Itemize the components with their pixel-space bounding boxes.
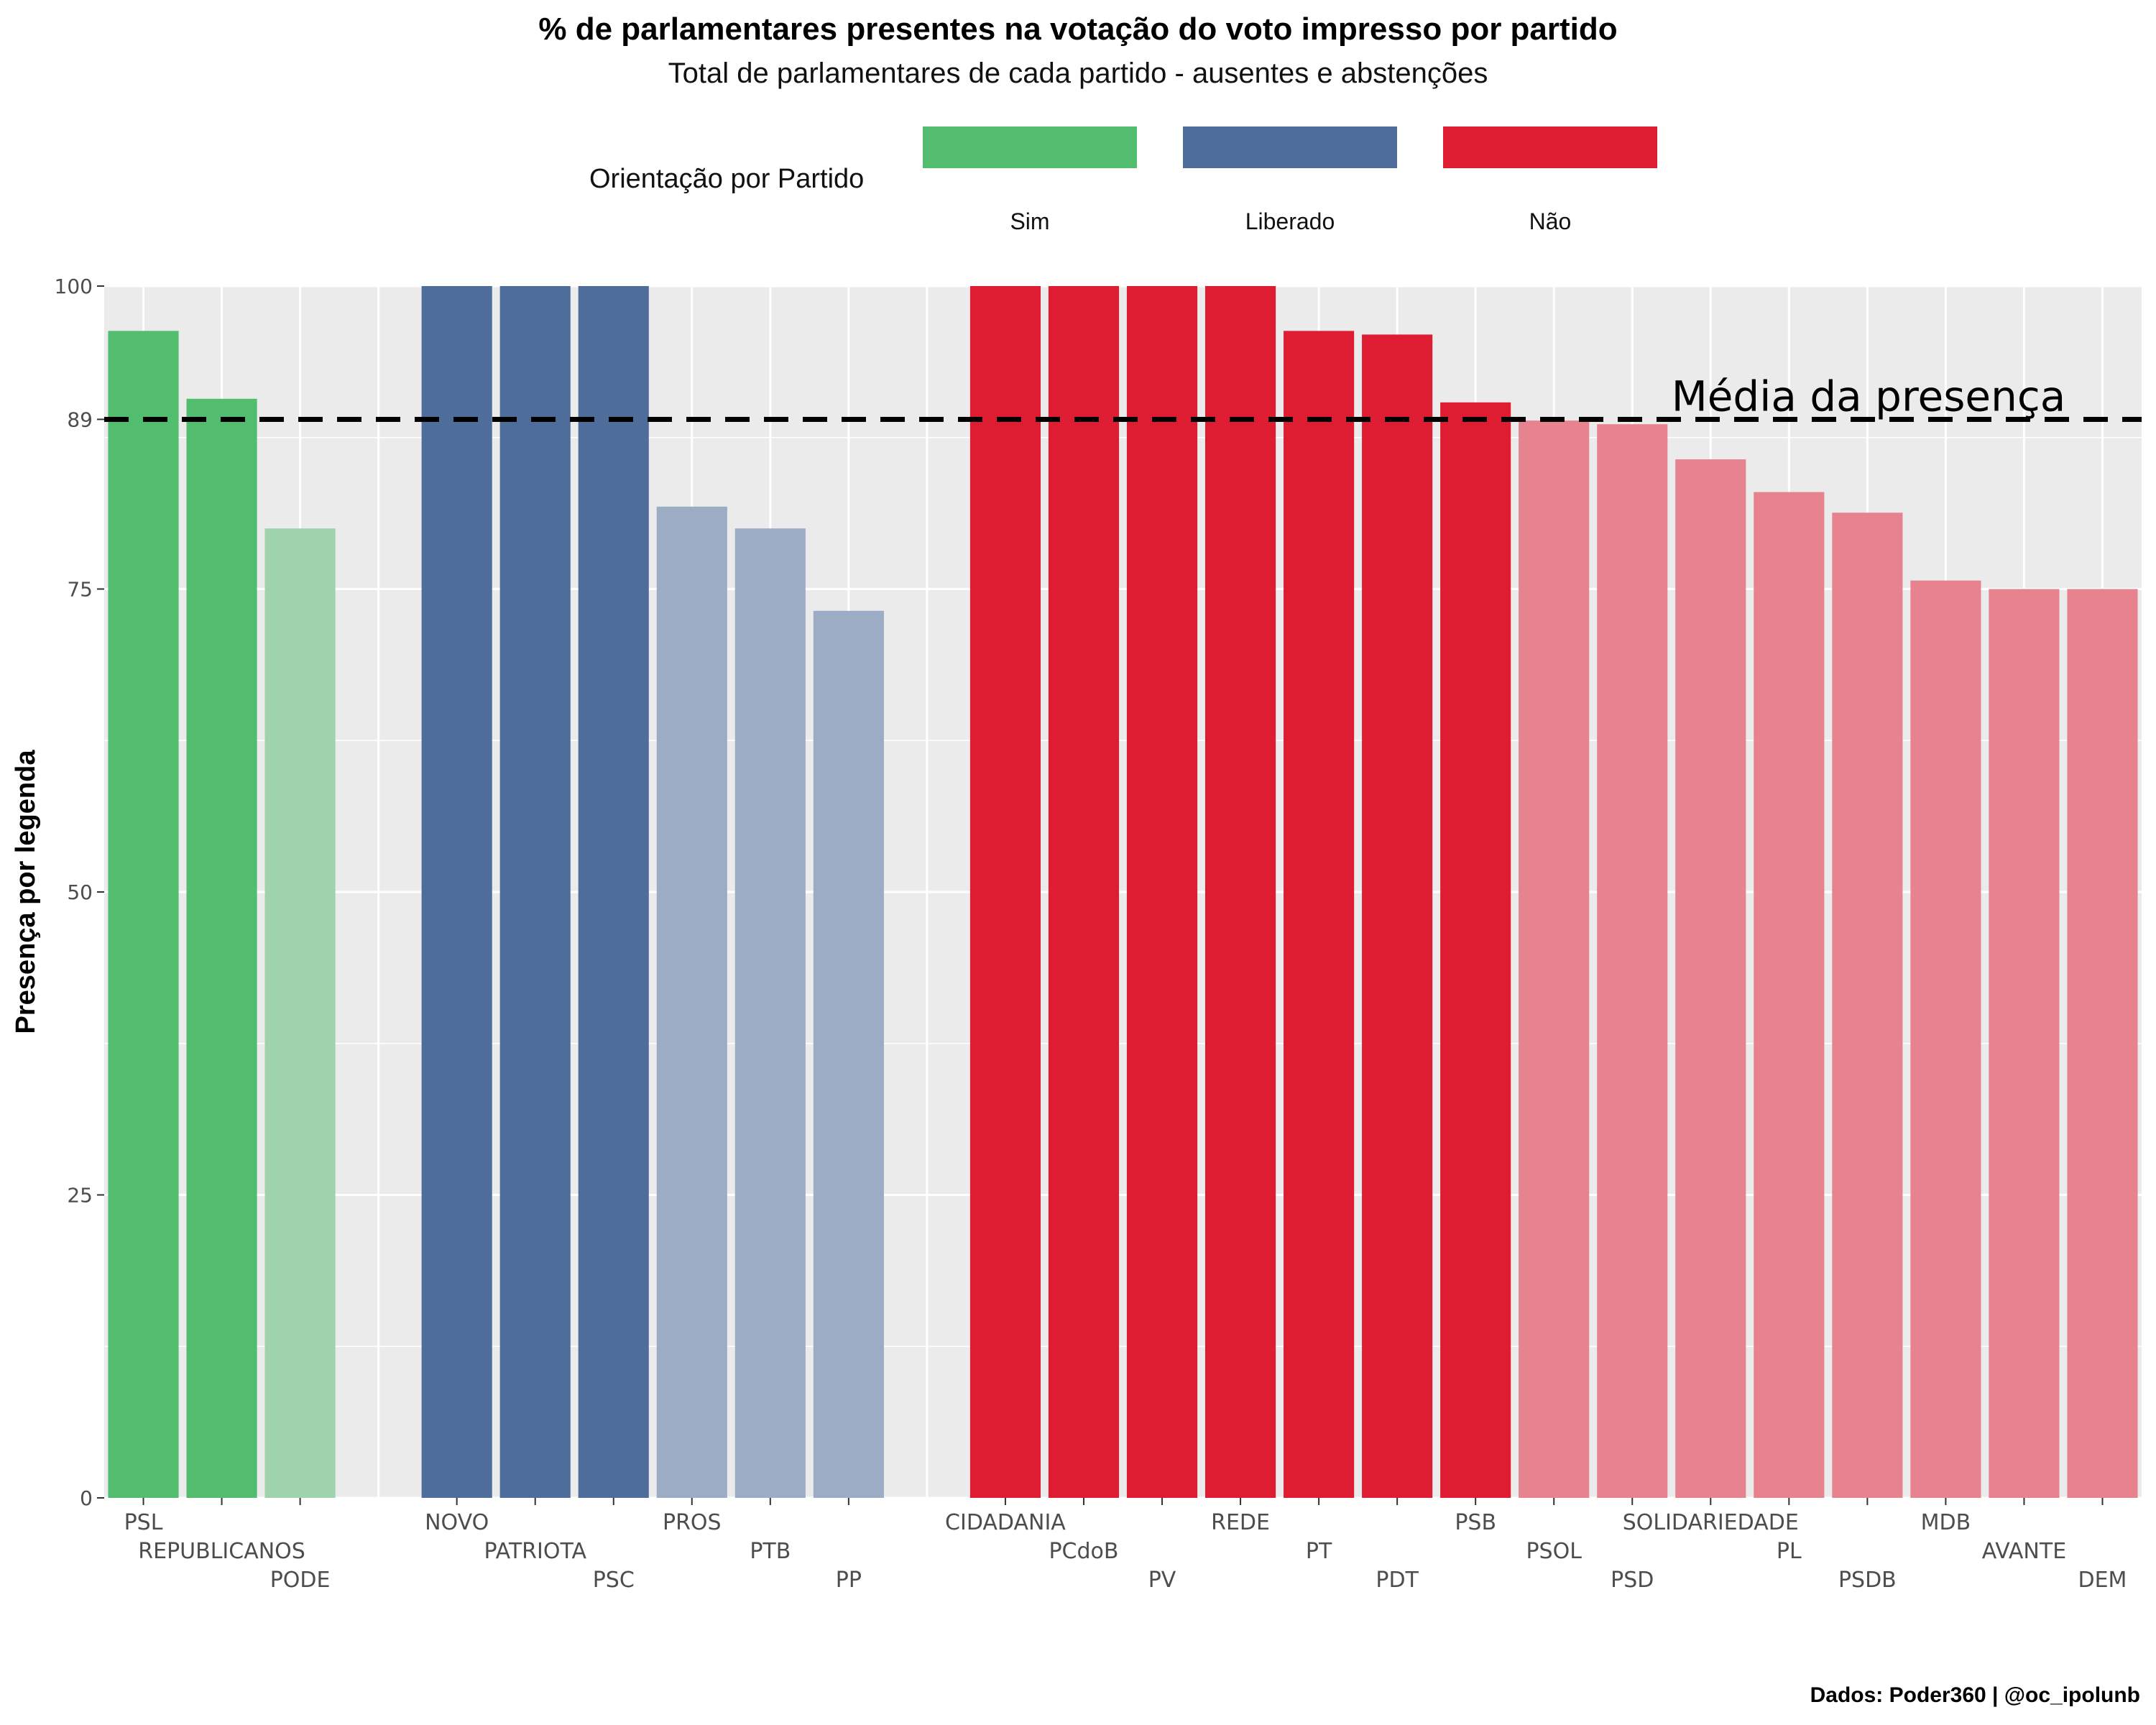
bar-chart: Média da presença 0 25 50 75 89 100 PSL REPUBL… <box>11 275 2142 1593</box>
x-tick-label: PCdoB <box>1049 1539 1118 1564</box>
caption: Dados: Poder360 | @oc_ipolunb <box>1810 1683 2140 1707</box>
bar-pdt <box>1362 334 1433 1499</box>
x-tick-label: PSC <box>593 1568 635 1593</box>
x-tick-label: PTB <box>750 1539 791 1564</box>
bar-pl <box>1754 492 1825 1498</box>
y-axis-label: Presença por legenda <box>11 750 41 1034</box>
x-tick-label: PROS <box>663 1510 722 1535</box>
y-tick-label: 50 <box>67 880 93 904</box>
bar-solidariedade <box>1675 459 1746 1498</box>
legend-label-sim: Sim <box>1010 208 1050 234</box>
bar-republicanos <box>186 398 257 1498</box>
x-tick-label: PSB <box>1455 1510 1496 1535</box>
mean-annotation: Média da presença <box>1672 372 2066 420</box>
chart-subtitle: Total de parlamentares de cada partido -… <box>668 58 1488 89</box>
x-tick-label: MDB <box>1921 1510 1971 1535</box>
bar-psl <box>108 331 179 1499</box>
bar-pros <box>656 506 727 1498</box>
bar-ptb <box>734 528 806 1499</box>
x-tick-label: PV <box>1148 1568 1176 1593</box>
legend-title: Orientação por Partido <box>589 164 865 194</box>
y-tick-label: 25 <box>67 1184 93 1208</box>
bar-cidadania <box>969 286 1041 1498</box>
x-tick-label: PDT <box>1376 1568 1419 1593</box>
bar-psb <box>1440 402 1511 1499</box>
bar-mdb <box>1910 580 1981 1498</box>
bar-pp <box>813 610 884 1498</box>
legend-label-liberado: Liberado <box>1245 208 1335 234</box>
legend-key-nao <box>1443 126 1657 168</box>
legend-key-sim <box>923 126 1137 168</box>
x-tick-label: AVANTE <box>1982 1539 2066 1564</box>
bar-dem <box>2067 589 2138 1498</box>
bar-psdb <box>1832 512 1903 1498</box>
bar-pt <box>1284 331 1355 1499</box>
bar-avante <box>1989 589 2060 1498</box>
bar-patriota <box>499 286 571 1498</box>
x-tick-label: PP <box>836 1568 862 1593</box>
y-tick-label: 75 <box>67 578 93 602</box>
x-tick-label: PL <box>1777 1539 1802 1564</box>
chart-title: % de parlamentares presentes na votação … <box>538 12 1618 47</box>
y-tick-label: 100 <box>55 275 93 298</box>
bar-pcdob <box>1048 286 1120 1498</box>
bar-rede <box>1204 286 1276 1498</box>
x-tick-label: PATRIOTA <box>484 1539 586 1564</box>
bar-psol <box>1519 420 1590 1498</box>
x-tick-label: REPUBLICANOS <box>138 1539 305 1564</box>
x-tick-label: PT <box>1306 1539 1332 1564</box>
bar-psd <box>1597 424 1668 1498</box>
bar-novo <box>421 286 492 1498</box>
y-tick-label: 0 <box>80 1486 93 1510</box>
x-tick-label: PSDB <box>1838 1568 1897 1593</box>
bar-psc <box>578 286 649 1498</box>
x-tick-label: PSOL <box>1526 1539 1582 1564</box>
y-axis: 0 25 50 75 89 100 <box>55 275 104 1510</box>
y-tick-label: 89 <box>67 408 93 431</box>
x-tick-label: CIDADANIA <box>945 1510 1066 1535</box>
x-tick-label: PSL <box>124 1510 163 1535</box>
bar-pv <box>1126 286 1198 1498</box>
x-tick-label: NOVO <box>425 1510 489 1535</box>
legend-label-nao: Não <box>1529 208 1572 234</box>
x-tick-label: DEM <box>2078 1568 2127 1593</box>
x-tick-label: PODE <box>270 1568 331 1593</box>
x-tick-label: PSD <box>1611 1568 1654 1593</box>
x-tick-label: SOLIDARIEDADE <box>1623 1510 1799 1535</box>
x-tick-label: REDE <box>1211 1510 1270 1535</box>
bars <box>108 286 2138 1499</box>
x-axis: PSL REPUBLICANOS PODE NOVO PATRIOTA PSC PROS PT… <box>124 1498 2127 1593</box>
bar-pode <box>264 528 336 1499</box>
mean-reference: Média da presença <box>104 372 2142 422</box>
legend-key-liberado <box>1183 126 1397 168</box>
